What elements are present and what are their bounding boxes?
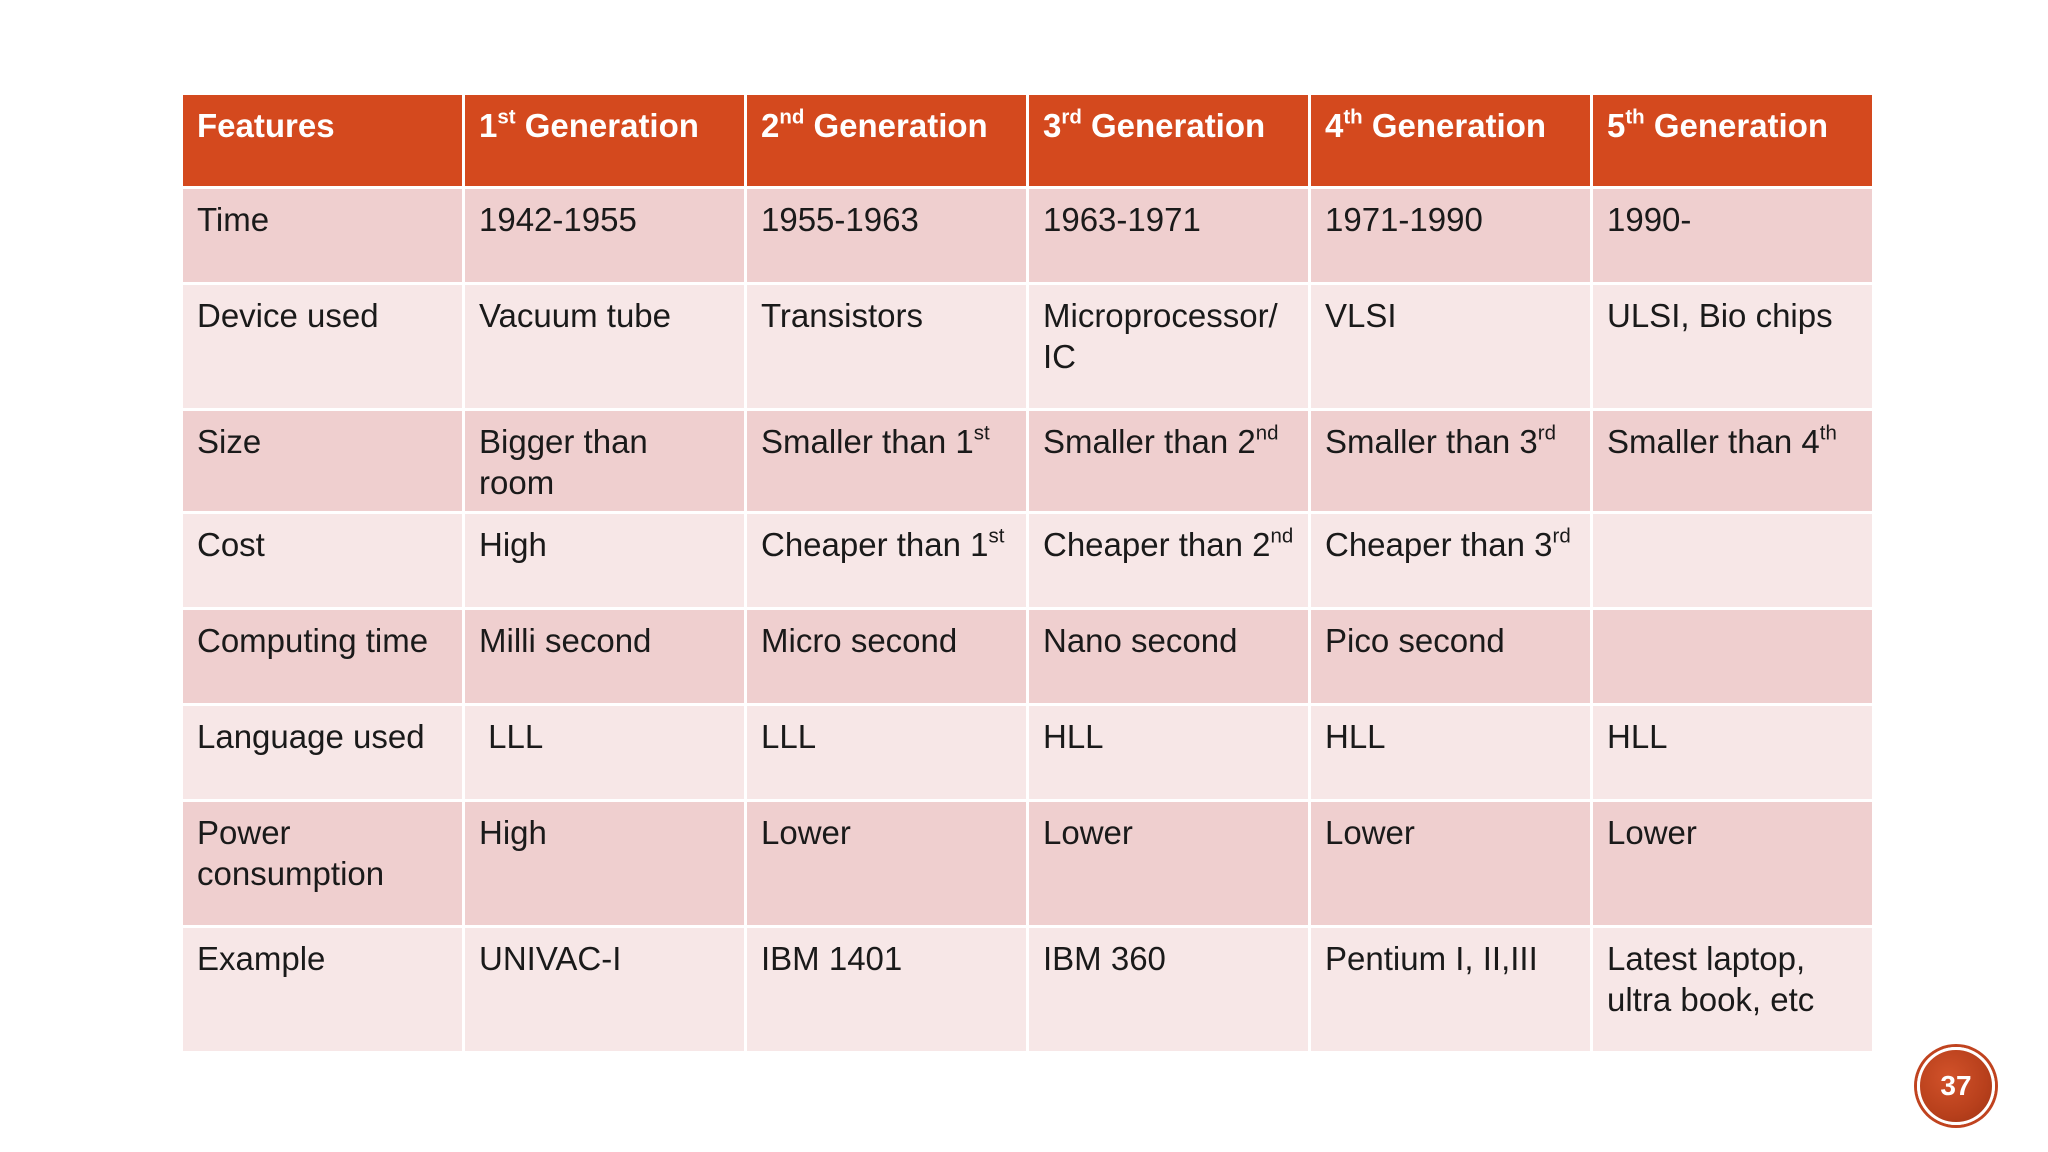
table-cell: Pico second	[1308, 607, 1593, 706]
table-cell: Lower	[1590, 799, 1875, 928]
table-cell: Vacuum tube	[462, 282, 747, 411]
row-label: Cost	[180, 511, 465, 610]
table-cell: Microprocessor/ IC	[1026, 282, 1311, 411]
table-cell: Lower	[1026, 799, 1311, 928]
table-cell: Cheaper than 3rd	[1308, 511, 1593, 610]
table-cell: High	[462, 511, 747, 610]
row-label: Size	[180, 408, 465, 514]
table-row-language-used: Language used LLL LLL HLL HLL HLL	[180, 703, 1875, 802]
row-label: Power consumption	[180, 799, 465, 928]
table-cell: Bigger than room	[462, 408, 747, 514]
table-cell: IBM 1401	[744, 925, 1029, 1054]
table-cell: LLL	[744, 703, 1029, 802]
row-label: Computing time	[180, 607, 465, 706]
table-cell: Cheaper than 1st	[744, 511, 1029, 610]
table-cell: Micro second	[744, 607, 1029, 706]
table-cell: Smaller than 3rd	[1308, 408, 1593, 514]
table-cell: Smaller than 1st	[744, 408, 1029, 514]
table-cell: 1963-1971	[1026, 186, 1311, 285]
row-label: Time	[180, 186, 465, 285]
table-cell	[1590, 607, 1875, 706]
table-cell: Smaller than 2nd	[1026, 408, 1311, 514]
table-cell: Latest laptop, ultra book, etc	[1590, 925, 1875, 1054]
table-cell	[1590, 511, 1875, 610]
row-label: Device used	[180, 282, 465, 411]
row-label: Language used	[180, 703, 465, 802]
table-cell: Cheaper than 2nd	[1026, 511, 1311, 610]
table-cell: ULSI, Bio chips	[1590, 282, 1875, 411]
table-row-size: Size Bigger than room Smaller than 1st S…	[180, 408, 1875, 514]
table-cell: Nano second	[1026, 607, 1311, 706]
page-number-badge: 37	[1917, 1047, 1995, 1125]
table-cell: IBM 360	[1026, 925, 1311, 1054]
table-row-computing-time: Computing time Milli second Micro second…	[180, 607, 1875, 706]
table-cell: Transistors	[744, 282, 1029, 411]
header-1st-generation: 1st Generation	[462, 92, 747, 189]
table-cell: 1971-1990	[1308, 186, 1593, 285]
table-cell: HLL	[1026, 703, 1311, 802]
table-row-cost: Cost High Cheaper than 1st Cheaper than …	[180, 511, 1875, 610]
generations-table: Features 1st Generation 2nd Generation 3…	[180, 92, 1875, 1054]
table-row-time: Time 1942-1955 1955-1963 1963-1971 1971-…	[180, 186, 1875, 285]
table-cell: Milli second	[462, 607, 747, 706]
table-cell: HLL	[1308, 703, 1593, 802]
table-cell: High	[462, 799, 747, 928]
table-cell: Lower	[744, 799, 1029, 928]
table-cell: Pentium I, II,III	[1308, 925, 1593, 1054]
table-cell: LLL	[462, 703, 747, 802]
table-cell: VLSI	[1308, 282, 1593, 411]
table-row-example: Example UNIVAC-I IBM 1401 IBM 360 Pentiu…	[180, 925, 1875, 1054]
header-5th-generation: 5th Generation	[1590, 92, 1875, 189]
header-features: Features	[180, 92, 465, 189]
table-row-power-consumption: Power consumption High Lower Lower Lower…	[180, 799, 1875, 928]
table-header-row: Features 1st Generation 2nd Generation 3…	[180, 92, 1875, 189]
table-cell: 1955-1963	[744, 186, 1029, 285]
header-3rd-generation: 3rd Generation	[1026, 92, 1311, 189]
header-4th-generation: 4th Generation	[1308, 92, 1593, 189]
table-cell: 1942-1955	[462, 186, 747, 285]
table-cell: Lower	[1308, 799, 1593, 928]
row-label: Example	[180, 925, 465, 1054]
table-cell: HLL	[1590, 703, 1875, 802]
table-cell: 1990-	[1590, 186, 1875, 285]
header-2nd-generation: 2nd Generation	[744, 92, 1029, 189]
table-cell: UNIVAC-I	[462, 925, 747, 1054]
table-cell: Smaller than 4th	[1590, 408, 1875, 514]
table-row-device-used: Device used Vacuum tube Transistors Micr…	[180, 282, 1875, 411]
